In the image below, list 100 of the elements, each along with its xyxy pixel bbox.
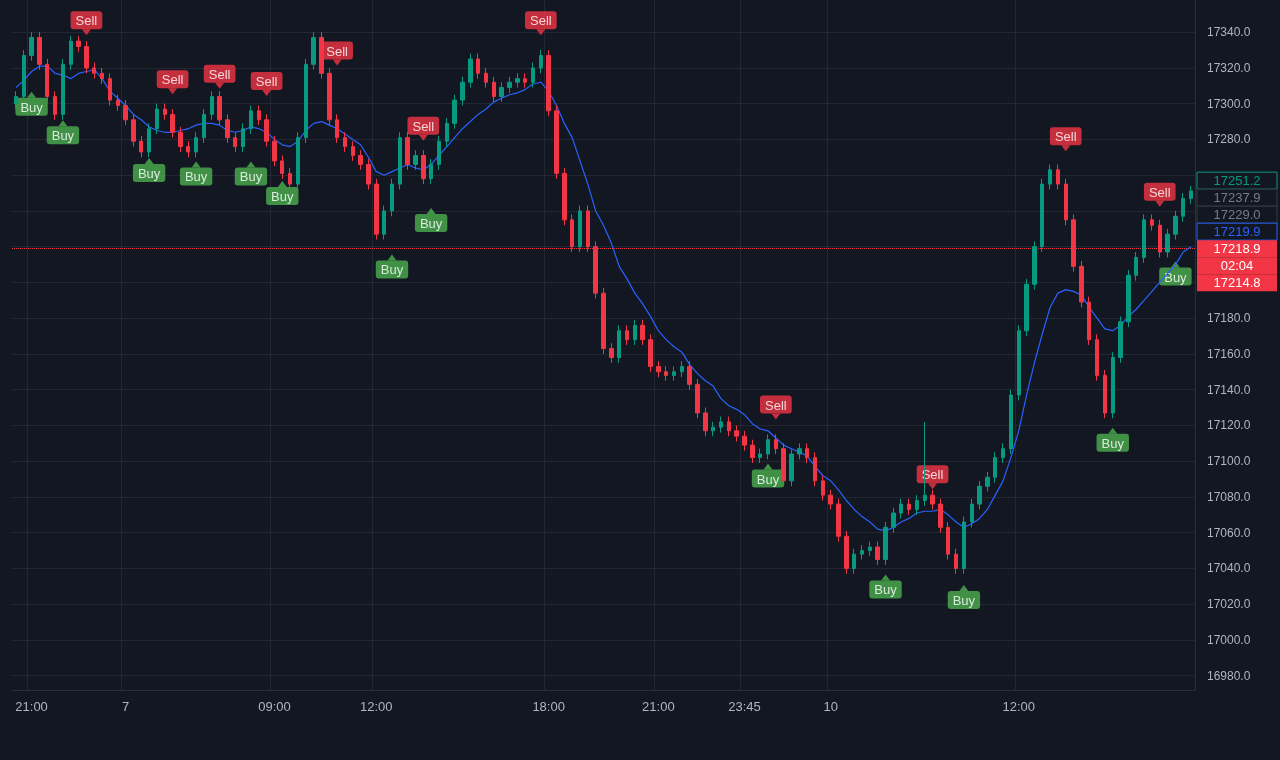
candlestick bbox=[53, 90, 57, 121]
data-label: Buy bbox=[380, 262, 404, 278]
candlestick bbox=[131, 113, 136, 148]
y-tick-label: 16980.0 bbox=[1207, 668, 1251, 683]
candlestick bbox=[774, 433, 778, 455]
y-tick-label: 17300.0 bbox=[1207, 96, 1251, 111]
candlestick bbox=[640, 319, 645, 346]
candlestick bbox=[217, 90, 222, 126]
candlestick bbox=[703, 407, 708, 437]
point bbox=[763, 463, 773, 470]
point bbox=[277, 181, 287, 188]
candlestick bbox=[1165, 228, 1170, 258]
candlestick bbox=[100, 67, 104, 85]
x-tick-label: 18:00 bbox=[532, 699, 565, 714]
candlestick bbox=[382, 205, 386, 241]
candlestick bbox=[170, 108, 175, 139]
candlestick bbox=[727, 416, 731, 437]
data-label: Sell bbox=[326, 43, 349, 59]
candlestick bbox=[977, 480, 982, 510]
ref-line-label: 17218.9 bbox=[1213, 241, 1261, 257]
candlestick bbox=[1111, 351, 1115, 419]
candlestick bbox=[695, 378, 700, 419]
candlestick bbox=[883, 521, 888, 566]
candlestick bbox=[758, 448, 762, 464]
text: 17251.2 bbox=[1213, 173, 1261, 189]
candlestick bbox=[938, 498, 943, 534]
candlestick bbox=[844, 530, 849, 575]
text: 17229.0 bbox=[1213, 207, 1261, 223]
candlestick bbox=[633, 319, 637, 346]
candlestick bbox=[868, 541, 872, 557]
data-label: Buy bbox=[952, 593, 976, 609]
candlestick bbox=[797, 442, 802, 460]
point bbox=[426, 207, 436, 214]
candlestick bbox=[1173, 210, 1178, 241]
data-label: Buy bbox=[419, 215, 443, 231]
candlestick bbox=[1056, 163, 1060, 190]
candlestick bbox=[492, 76, 496, 103]
candlestick bbox=[828, 489, 833, 510]
candlestick bbox=[1103, 369, 1107, 419]
point bbox=[81, 29, 91, 36]
candlestick bbox=[155, 103, 159, 135]
candlestick bbox=[656, 360, 661, 378]
candlestick bbox=[954, 548, 958, 575]
x-tick-label: 21:00 bbox=[15, 699, 48, 714]
candlestick bbox=[1126, 269, 1131, 328]
x-tick-label: 23:45 bbox=[728, 699, 761, 714]
candlestick bbox=[836, 498, 841, 543]
candlestick bbox=[311, 31, 316, 71]
candlestick bbox=[1134, 251, 1138, 282]
candlestick bbox=[875, 541, 880, 566]
candlestick bbox=[257, 104, 261, 126]
data-label: Sell bbox=[412, 118, 435, 134]
candlestick bbox=[1181, 192, 1185, 223]
y-tick-label: 17340.0 bbox=[1207, 25, 1251, 40]
candlestick bbox=[76, 35, 81, 53]
y-tick-label: 17060.0 bbox=[1207, 525, 1251, 540]
candlestick bbox=[358, 149, 363, 171]
text: 02:04 bbox=[1220, 258, 1254, 274]
candlestick bbox=[891, 507, 896, 534]
candlestick bbox=[781, 442, 786, 487]
candlestick bbox=[445, 117, 449, 148]
candlestick bbox=[507, 76, 512, 94]
candlestick bbox=[108, 72, 112, 106]
point bbox=[959, 585, 969, 592]
candlestick bbox=[29, 31, 34, 62]
candlestick bbox=[1150, 214, 1154, 232]
y-tick-label: 17000.0 bbox=[1207, 632, 1251, 647]
text: 17214.8 bbox=[1213, 275, 1261, 291]
y-tick-label: 17140.0 bbox=[1207, 382, 1251, 397]
candlestick bbox=[390, 178, 394, 217]
data-label: Sell bbox=[208, 66, 231, 82]
data-label: Buy bbox=[1101, 435, 1125, 451]
data-label: Sell bbox=[161, 72, 184, 88]
candlestick bbox=[272, 135, 277, 167]
candlestick bbox=[672, 365, 676, 382]
point bbox=[27, 91, 37, 98]
candlestick bbox=[366, 158, 371, 190]
point bbox=[168, 88, 178, 95]
candlestick bbox=[202, 108, 206, 144]
candlestick bbox=[899, 498, 903, 519]
y-tick-label: 17100.0 bbox=[1207, 454, 1251, 469]
candlestick bbox=[210, 90, 214, 121]
data-label: Buy bbox=[20, 99, 44, 115]
candlestick bbox=[915, 494, 919, 516]
candlestick bbox=[84, 40, 89, 74]
candlestick bbox=[1118, 315, 1123, 364]
candlestick bbox=[750, 439, 755, 464]
candlestick bbox=[1087, 296, 1091, 346]
candlestick bbox=[680, 360, 684, 378]
candlestick bbox=[1001, 442, 1005, 464]
candlestick bbox=[374, 178, 379, 241]
candlestick bbox=[1079, 260, 1084, 308]
candlestick bbox=[970, 498, 974, 528]
data-label: Buy bbox=[51, 128, 75, 144]
candlestick bbox=[711, 421, 715, 437]
line-series bbox=[15, 65, 1192, 532]
candlestick bbox=[413, 149, 418, 171]
data-label: Buy bbox=[874, 582, 898, 598]
candlestick bbox=[484, 67, 488, 89]
candlestick bbox=[601, 287, 606, 355]
